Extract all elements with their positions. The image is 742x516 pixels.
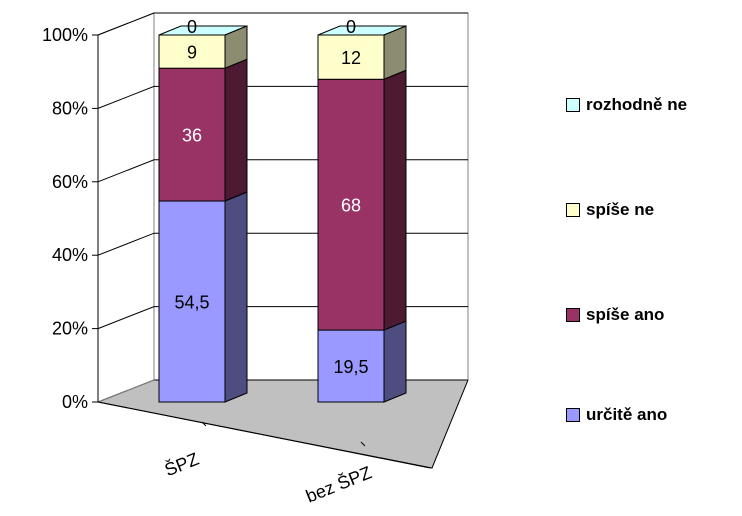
chart-walls [96,12,469,469]
legend-label: spíše ano [586,305,665,324]
y-tick-label: 60% [52,172,88,192]
data-label: 19,5 [333,357,368,377]
y-tick-label: 20% [52,319,88,339]
bars [158,25,407,403]
legend-item: rozhodně ne [566,95,687,115]
bar-segment [158,58,248,202]
legend-item: spíše ano [566,305,664,325]
data-label: 36 [182,126,202,146]
legend-label: určitě ano [586,405,668,424]
data-label: 68 [341,196,361,216]
y-tick-label: 40% [52,245,88,265]
category-labels: ŠPZ bez ŠPZ [161,448,374,507]
legend-label: spíše ne [586,200,655,219]
data-labels: 54,5 36 9 0 19,5 68 12 0 [174,17,368,377]
y-tick-label: 100% [42,25,88,45]
data-label: 54,5 [174,292,209,312]
x-tick-mark [360,441,366,447]
data-label: 9 [187,43,197,63]
bar-segment [317,69,407,331]
side-wall [97,12,155,403]
bar-segment [317,320,407,403]
legend-swatch [566,98,580,112]
y-tick-label: 80% [52,98,88,118]
y-tick-label: 0% [62,392,88,412]
legend: rozhodně ne spíše ne spíše ano určitě ano [566,0,742,516]
chart-floor [96,379,469,469]
bar-segment [158,191,248,403]
legend-swatch [566,308,580,322]
gridline [97,12,468,36]
legend-swatch [566,408,580,422]
category-label: bez ŠPZ [303,461,375,506]
data-label: 12 [341,48,361,68]
legend-item: určitě ano [566,405,667,425]
bar-side-face [383,25,407,81]
data-label: 0 [346,17,356,37]
legend-label: rozhodně ne [586,95,688,114]
bar-side-face [224,25,248,69]
legend-swatch [566,203,580,217]
data-label: 0 [187,17,197,37]
axes [92,34,431,469]
legend-item: spíše ne [566,200,654,220]
y-tick-labels: 0% 20% 40% 60% 80% 100% [42,25,88,412]
category-label: ŠPZ [161,448,201,481]
x-axis [97,401,431,469]
